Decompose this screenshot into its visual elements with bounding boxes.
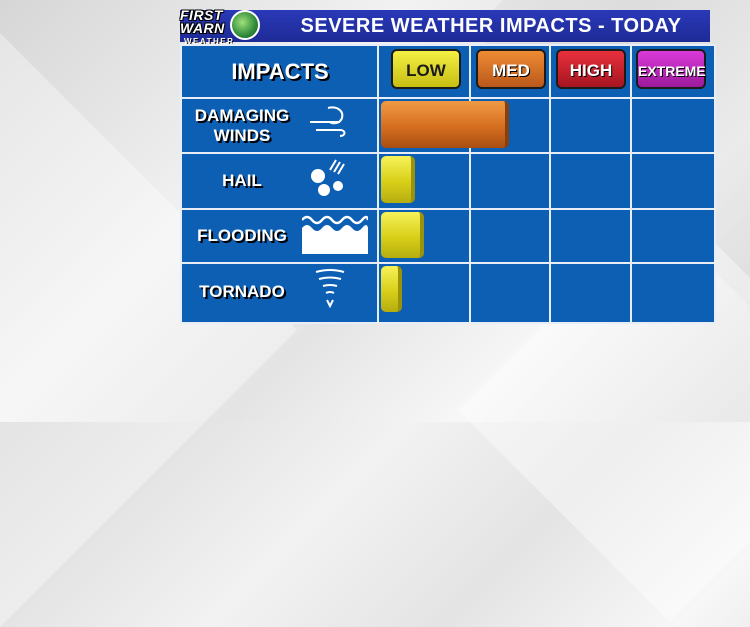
chart-title: SEVERE WEATHER IMPACTS - TODAY <box>300 15 682 37</box>
logo-sub: WEATHER <box>184 37 235 46</box>
level-high: HIGH <box>556 49 626 89</box>
row-label-line: WINDS <box>213 125 271 145</box>
logo-line1: FIRST <box>180 7 223 23</box>
row-label-line: HAIL <box>222 171 262 190</box>
flood-waves-icon <box>302 215 368 254</box>
grid-line-vertical <box>630 46 632 322</box>
grid-line-horizontal <box>182 262 714 264</box>
hail-icon <box>311 159 345 196</box>
impact-bar-tornado <box>381 266 402 312</box>
impacts-header: IMPACTS <box>231 59 329 84</box>
grid-line-vertical <box>549 46 551 322</box>
row-label-flooding: FLOODING <box>182 210 302 262</box>
title-bar: SEVERE WEATHER IMPACTS - TODAY <box>180 10 710 42</box>
logo-line2: WARN <box>180 20 225 36</box>
row-label-line: FLOODING <box>197 226 287 245</box>
network-peacock-icon <box>230 10 260 40</box>
impact-bar-flooding <box>381 212 424 258</box>
row-label-line: TORNADO <box>199 282 285 301</box>
tornado-icon <box>315 269 345 309</box>
grid-line-vertical <box>377 46 379 322</box>
row-label-line: DAMAGING <box>194 105 290 125</box>
level-low: LOW <box>391 49 461 89</box>
logo-wordmark: FIRST WARN <box>180 7 225 36</box>
row-label-hail: HAIL <box>182 154 302 208</box>
grid-line-horizontal <box>182 152 714 154</box>
impact-bar-hail <box>381 156 415 203</box>
row-label-tornado: TORNADO <box>182 264 302 320</box>
wind-icon <box>310 106 346 137</box>
first-warn-logo: FIRST WARN WEATHER <box>180 8 268 48</box>
impact-bar-damaging-winds <box>381 101 509 148</box>
level-extreme: EXTREME <box>636 49 706 89</box>
impacts-chart: IMPACTS LOW MED HIGH EXTREME DAMAGING WI… <box>180 44 716 324</box>
grid-line-vertical <box>469 46 471 322</box>
grid-line-horizontal <box>182 208 714 210</box>
row-label-damaging-winds: DAMAGING WINDS <box>182 99 302 152</box>
level-med: MED <box>476 49 546 89</box>
grid-line-horizontal <box>182 97 714 99</box>
